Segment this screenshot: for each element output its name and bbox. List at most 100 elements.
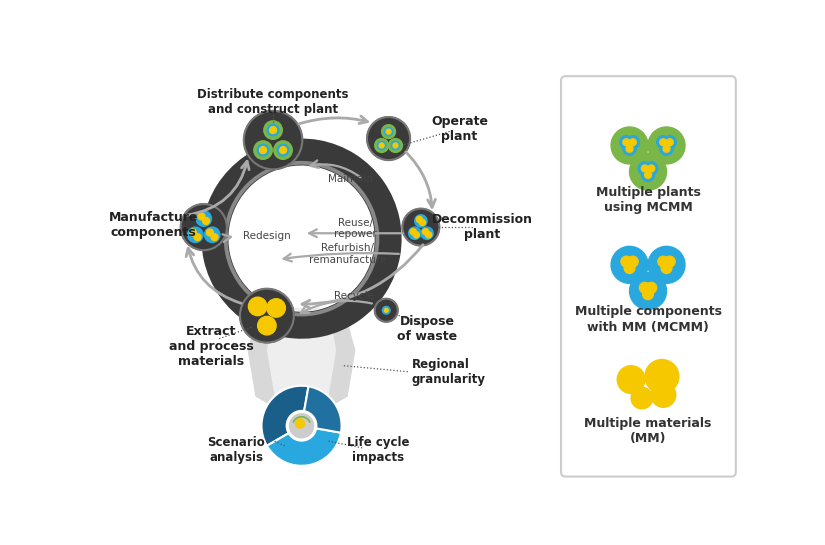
Circle shape bbox=[645, 360, 679, 393]
Circle shape bbox=[205, 227, 220, 243]
Circle shape bbox=[629, 272, 667, 310]
Text: Operate
plant: Operate plant bbox=[431, 114, 488, 143]
Circle shape bbox=[377, 141, 386, 150]
Circle shape bbox=[417, 216, 422, 222]
Circle shape bbox=[413, 232, 419, 238]
Circle shape bbox=[629, 139, 636, 146]
Circle shape bbox=[290, 414, 314, 438]
Circle shape bbox=[211, 234, 218, 240]
Circle shape bbox=[274, 141, 292, 159]
Text: Decommission
plant: Decommission plant bbox=[432, 213, 533, 241]
Circle shape bbox=[421, 227, 433, 239]
Circle shape bbox=[375, 138, 389, 153]
Circle shape bbox=[257, 317, 276, 335]
Circle shape bbox=[203, 217, 210, 225]
Circle shape bbox=[617, 366, 645, 393]
Circle shape bbox=[426, 232, 431, 238]
Circle shape bbox=[663, 136, 676, 149]
Circle shape bbox=[384, 128, 393, 136]
Text: Maintain: Maintain bbox=[328, 174, 373, 184]
Circle shape bbox=[254, 141, 272, 159]
Circle shape bbox=[422, 229, 429, 235]
Circle shape bbox=[641, 165, 648, 172]
Wedge shape bbox=[266, 426, 341, 466]
Circle shape bbox=[626, 146, 633, 152]
Text: Refurbish/
remanufacture: Refurbish/ remanufacture bbox=[309, 243, 386, 265]
Circle shape bbox=[384, 308, 389, 312]
Wedge shape bbox=[201, 138, 402, 339]
Circle shape bbox=[644, 162, 658, 175]
Circle shape bbox=[415, 215, 427, 227]
Circle shape bbox=[648, 246, 685, 283]
Circle shape bbox=[267, 124, 279, 136]
Circle shape bbox=[248, 297, 267, 316]
Circle shape bbox=[380, 143, 384, 148]
Circle shape bbox=[280, 147, 286, 154]
Circle shape bbox=[642, 168, 654, 181]
Circle shape bbox=[389, 138, 403, 153]
Polygon shape bbox=[267, 308, 337, 420]
Text: Multiple plants
using MCMM: Multiple plants using MCMM bbox=[596, 186, 700, 214]
Circle shape bbox=[626, 136, 639, 149]
Circle shape bbox=[629, 153, 667, 190]
Circle shape bbox=[661, 263, 672, 274]
Circle shape bbox=[631, 387, 653, 409]
Circle shape bbox=[660, 142, 673, 155]
Circle shape bbox=[267, 299, 285, 317]
Circle shape bbox=[240, 289, 294, 343]
Circle shape bbox=[651, 383, 676, 407]
Text: Dispose
of waste: Dispose of waste bbox=[397, 315, 457, 343]
Circle shape bbox=[658, 256, 669, 267]
Circle shape bbox=[382, 306, 390, 314]
Circle shape bbox=[639, 162, 652, 175]
Circle shape bbox=[181, 204, 227, 250]
Circle shape bbox=[620, 136, 633, 149]
Circle shape bbox=[257, 144, 269, 156]
Circle shape bbox=[260, 147, 266, 154]
Circle shape bbox=[419, 220, 426, 226]
Text: Multiple components
with MM (MCMM): Multiple components with MM (MCMM) bbox=[574, 306, 722, 334]
Circle shape bbox=[277, 144, 289, 156]
Text: Extract
and process
materials: Extract and process materials bbox=[169, 325, 254, 368]
Circle shape bbox=[627, 256, 639, 267]
Circle shape bbox=[667, 139, 673, 146]
Circle shape bbox=[403, 209, 440, 246]
Circle shape bbox=[194, 234, 201, 240]
Circle shape bbox=[611, 246, 648, 283]
Circle shape bbox=[623, 139, 629, 146]
Circle shape bbox=[663, 146, 670, 152]
Circle shape bbox=[393, 143, 398, 148]
Circle shape bbox=[382, 125, 395, 138]
Text: Redesign: Redesign bbox=[243, 231, 290, 241]
Circle shape bbox=[244, 111, 302, 169]
Circle shape bbox=[190, 229, 196, 236]
Circle shape bbox=[657, 136, 670, 149]
Wedge shape bbox=[224, 161, 380, 317]
Circle shape bbox=[648, 165, 655, 172]
Circle shape bbox=[611, 127, 648, 164]
Circle shape bbox=[625, 263, 635, 274]
Circle shape bbox=[264, 121, 282, 140]
FancyBboxPatch shape bbox=[561, 76, 736, 476]
Circle shape bbox=[648, 127, 685, 164]
Circle shape bbox=[391, 141, 400, 150]
Polygon shape bbox=[248, 308, 356, 423]
Circle shape bbox=[206, 229, 214, 236]
Circle shape bbox=[664, 256, 675, 267]
Circle shape bbox=[660, 139, 667, 146]
Circle shape bbox=[198, 213, 205, 220]
Circle shape bbox=[623, 142, 636, 155]
Text: Scenario
analysis: Scenario analysis bbox=[207, 437, 265, 464]
Text: Multiple materials
(MM): Multiple materials (MM) bbox=[584, 417, 712, 445]
Text: Life cycle
impacts: Life cycle impacts bbox=[347, 437, 410, 464]
Wedge shape bbox=[262, 386, 309, 446]
Text: Distribute components
and construct plant: Distribute components and construct plan… bbox=[197, 88, 349, 116]
Circle shape bbox=[196, 211, 211, 226]
Circle shape bbox=[270, 126, 276, 134]
Circle shape bbox=[386, 129, 391, 134]
Circle shape bbox=[643, 289, 653, 300]
Circle shape bbox=[286, 410, 317, 441]
Circle shape bbox=[410, 229, 417, 235]
Text: Recycle: Recycle bbox=[334, 292, 374, 301]
Wedge shape bbox=[302, 386, 342, 433]
